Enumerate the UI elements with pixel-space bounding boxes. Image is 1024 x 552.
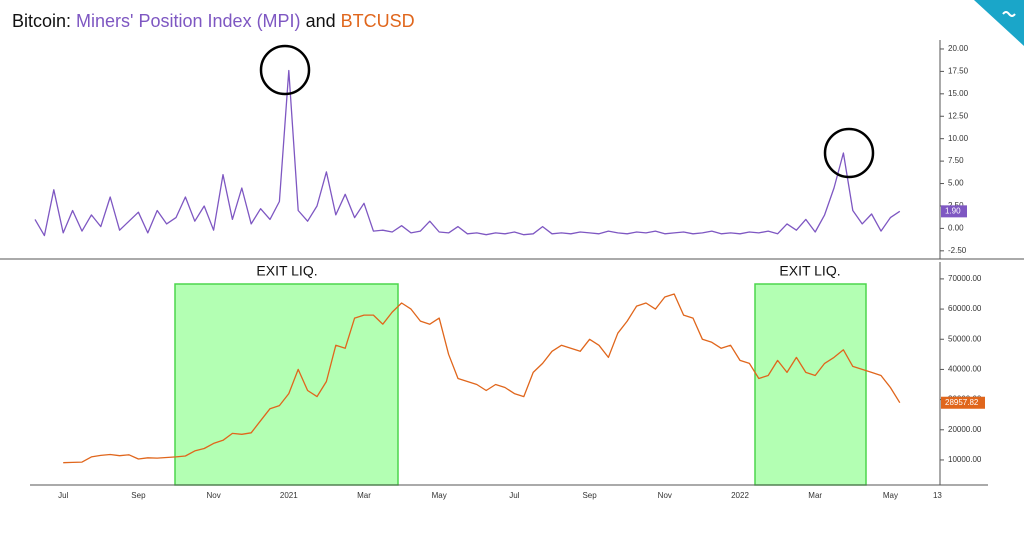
y-tick-label: 0.00 [948, 224, 964, 233]
title-part: and [306, 11, 336, 31]
data-line [34, 69, 901, 237]
last-value-tag [941, 205, 967, 218]
x-tick-label: 2021 [280, 491, 298, 500]
last-value-label: 1.90 [945, 206, 961, 215]
y-tick-label: 10.00 [948, 134, 969, 143]
y-tick-label: 40000.00 [948, 365, 982, 374]
badge-icon [1002, 11, 1016, 17]
highlight-region [174, 283, 399, 486]
y-tick-label: 20.00 [948, 44, 969, 53]
y-tick-label: 70000.00 [948, 274, 982, 283]
annotation: EXIT LIQ. [256, 263, 317, 279]
x-tick-label: Nov [206, 491, 220, 500]
y-tick-label: 12.50 [948, 111, 969, 120]
corner-badge [974, 0, 1024, 46]
highlight-region [754, 283, 867, 486]
y-tick-label: 50000.00 [948, 334, 982, 343]
y-tick-label: 5.00 [948, 179, 964, 188]
callout-circle [259, 44, 311, 96]
x-tick-label: 2022 [731, 491, 749, 500]
y-tick-label: 10000.00 [948, 455, 982, 464]
y-tick-label: 15.00 [948, 89, 969, 98]
x-tick-label: Sep [131, 491, 146, 500]
x-tick-label: Mar [357, 491, 371, 500]
annotation: EXIT LIQ. [779, 263, 840, 279]
x-tick-label: Mar [808, 491, 822, 500]
x-tick-label: May [883, 491, 898, 500]
chart-title: Bitcoin: Miners' Position Index (MPI) an… [12, 11, 415, 31]
title-part: Bitcoin: [12, 11, 71, 31]
y-tick-label: 60000.00 [948, 304, 982, 313]
title-part: Miners' Position Index (MPI) [76, 11, 301, 31]
x-tick-label: Jul [58, 491, 68, 500]
y-tick-label: 7.50 [948, 156, 964, 165]
y-tick-label: 17.50 [948, 67, 969, 76]
plot: Jul Sep Nov 2021 Mar May Jul Sep Nov 2022 Mar May 13… [34, 44, 985, 500]
x-tick-label: 13 [933, 491, 942, 500]
data-line [63, 293, 901, 464]
y-tick-label: -2.50 [948, 246, 967, 255]
title-part: BTCUSD [341, 11, 415, 31]
x-tick-label: Nov [658, 491, 672, 500]
y-tick-label: 20000.00 [948, 425, 982, 434]
x-tick-label: May [432, 491, 447, 500]
x-tick-label: Sep [582, 491, 597, 500]
callout-circle [823, 127, 875, 179]
last-value-label: 28957.82 [945, 398, 979, 407]
x-tick-label: Jul [509, 491, 519, 500]
last-value-tag [941, 396, 985, 409]
